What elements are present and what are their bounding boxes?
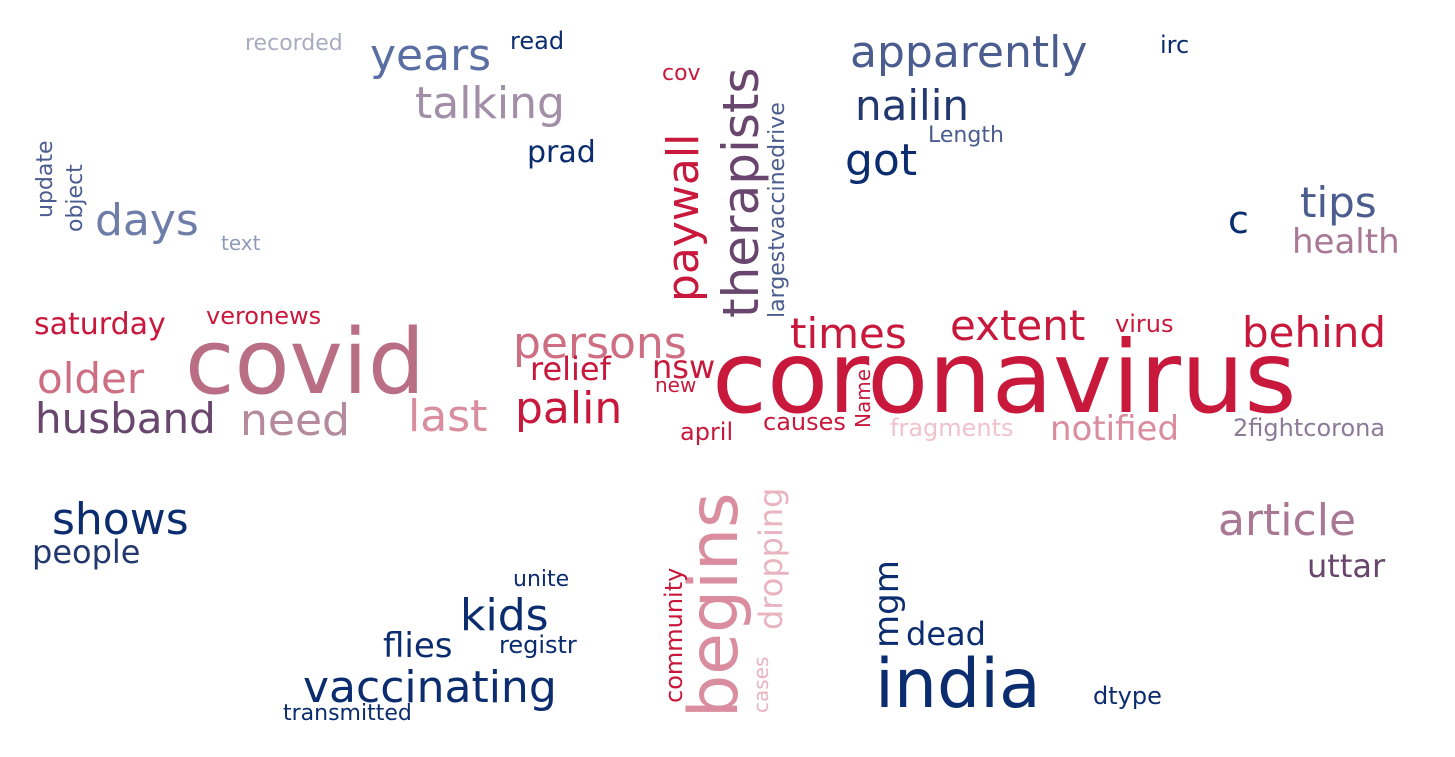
word-nailin: nailin (855, 81, 969, 130)
word-community: community (660, 568, 688, 703)
word-text: text (221, 231, 261, 255)
word-mgm: mgm (867, 560, 907, 648)
word-begins: begins (675, 492, 754, 718)
word-transmitted: transmitted (283, 701, 412, 726)
word-2fightcorona: 2fightcorona (1233, 414, 1385, 442)
word-tips: tips (1300, 178, 1377, 227)
word-article: article (1218, 495, 1356, 546)
word-relief: relief (530, 350, 612, 388)
word-india: india (875, 645, 1041, 724)
word-prad: prad (527, 135, 596, 170)
word-dtype: dtype (1093, 682, 1162, 710)
word-object: object (63, 164, 88, 232)
word-length: Length (928, 123, 1004, 148)
word-dropping: dropping (752, 488, 790, 630)
word-unite: unite (513, 567, 569, 592)
word-extent: extent (950, 301, 1085, 350)
word-talking: talking (415, 78, 565, 129)
word-saturday: saturday (34, 307, 166, 342)
word-update: update (33, 140, 58, 218)
word-people: people (32, 533, 140, 571)
word-recorded: recorded (245, 31, 343, 56)
word-causes: causes (763, 408, 846, 436)
word-shows: shows (52, 494, 189, 545)
word-years: years (370, 30, 491, 81)
word-uttar: uttar (1307, 547, 1386, 585)
word-older: older (37, 354, 145, 403)
word-new: new (655, 373, 696, 397)
word-coronavirus: coronavirus (712, 319, 1296, 436)
word-name: Name (851, 369, 875, 428)
word-registr: registr (499, 631, 577, 659)
word-paywall: paywall (658, 134, 709, 302)
word-need: need (240, 395, 350, 446)
word-irc: irc (1160, 31, 1189, 59)
word-health: health (1292, 222, 1400, 262)
word-veronews: veronews (206, 302, 321, 330)
word-cov: cov (662, 61, 701, 86)
word-apparently: apparently (850, 27, 1087, 78)
word-days: days (95, 195, 199, 246)
word-vaccinating: vaccinating (303, 662, 557, 713)
word-april: april (680, 418, 733, 446)
word-read: read (510, 27, 564, 55)
word-nsw: nsw (652, 348, 715, 386)
word-persons: persons (513, 318, 687, 369)
word-c: c (1228, 198, 1249, 242)
word-notified: notified (1050, 409, 1179, 449)
word-palin: palin (515, 383, 622, 434)
word-last: last (408, 391, 487, 442)
word-got: got (845, 135, 917, 186)
word-covid: covid (185, 310, 425, 415)
word-kids: kids (460, 590, 549, 641)
word-cases: cases (749, 657, 773, 713)
word-times: times (790, 309, 907, 358)
word-flies: flies (383, 626, 453, 666)
word-therapists: therapists (712, 67, 770, 318)
word-fragments: fragments (890, 414, 1014, 442)
word-behind: behind (1242, 308, 1386, 357)
word-virus: virus (1115, 310, 1173, 338)
word-largestvaccinedrive: largestvaccinedrive (765, 102, 790, 318)
word-dead: dead (906, 615, 986, 653)
word-husband: husband (35, 394, 216, 443)
